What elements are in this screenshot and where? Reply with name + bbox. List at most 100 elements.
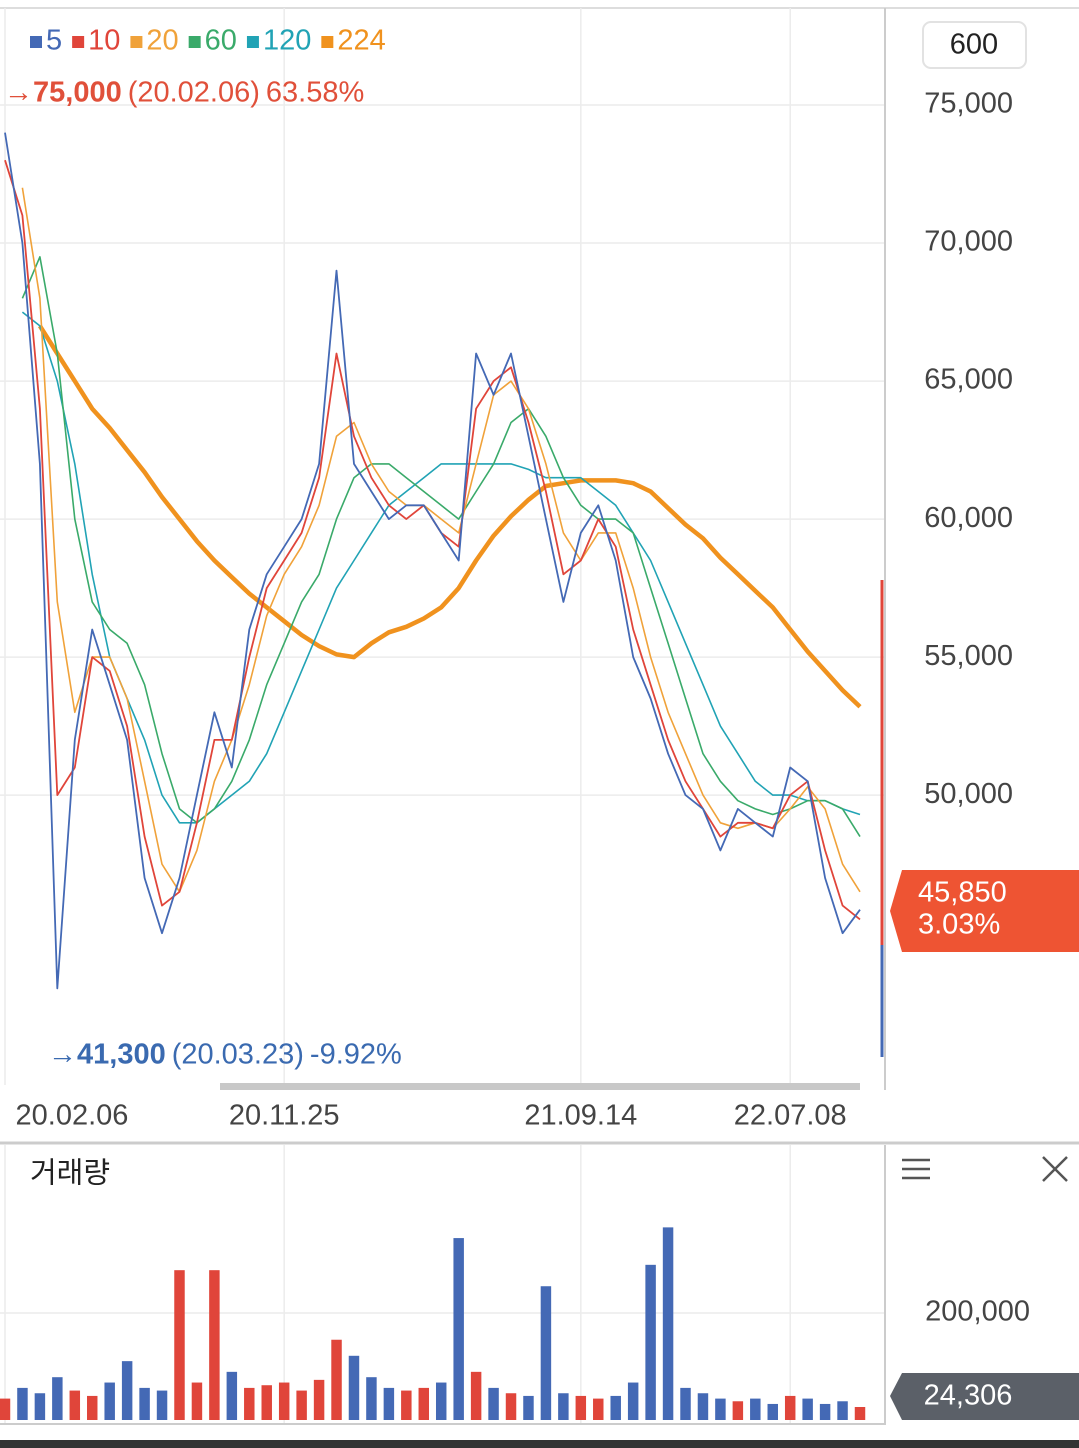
volume-bar xyxy=(139,1387,150,1420)
x-tick-label: 22.07.08 xyxy=(734,1100,847,1132)
ma-line xyxy=(21,256,861,838)
volume-bar xyxy=(680,1387,691,1420)
volume-title: 거래량 xyxy=(30,1158,110,1190)
scrollbar[interactable] xyxy=(220,1083,860,1090)
x-tick-label: 21.09.14 xyxy=(524,1100,637,1132)
volume-bar xyxy=(627,1382,639,1420)
volume-bar xyxy=(453,1238,464,1420)
y-tick-label: 65,000 xyxy=(924,364,1013,396)
legend-label: 60 xyxy=(205,25,237,57)
menu-icon[interactable] xyxy=(902,1158,930,1180)
volume-bar xyxy=(0,1398,11,1420)
legend-label: 120 xyxy=(263,25,311,57)
volume-bar xyxy=(732,1401,744,1420)
x-tick-label: 20.02.06 xyxy=(16,1100,129,1132)
volume-bar xyxy=(505,1393,517,1420)
legend-label: 10 xyxy=(88,25,120,57)
period-button[interactable] xyxy=(922,21,1027,69)
close-line xyxy=(1042,1156,1068,1182)
volume-bar xyxy=(366,1377,377,1420)
volume-bar xyxy=(488,1387,499,1420)
volume-bar xyxy=(558,1393,569,1420)
volume-bar xyxy=(645,1264,656,1420)
volume-bar xyxy=(854,1406,866,1420)
current-price: 45,850 xyxy=(918,877,1007,909)
current-volume: 24,306 xyxy=(924,1380,1013,1412)
volume-bar xyxy=(383,1387,395,1420)
volume-bar xyxy=(575,1395,587,1420)
volume-bar xyxy=(819,1403,831,1420)
extreme-date: (20.02.06) xyxy=(128,77,260,109)
ma-line xyxy=(37,324,862,709)
volume-bar xyxy=(87,1395,98,1420)
volume-bar xyxy=(610,1395,621,1420)
volume-bar xyxy=(191,1382,203,1420)
legend-label: 5 xyxy=(46,25,62,57)
current-price-box xyxy=(890,870,1079,952)
close-icon[interactable] xyxy=(1042,1156,1068,1182)
x-tick-label: 20.11.25 xyxy=(229,1100,340,1132)
volume-bar xyxy=(540,1286,552,1420)
volume-bar xyxy=(470,1371,482,1420)
extreme-change: -9.92% xyxy=(310,1039,402,1071)
grid-layer xyxy=(0,8,885,1424)
date-axis-band xyxy=(0,1090,1079,1145)
legend-swatch xyxy=(72,36,85,48)
legend-label: 224 xyxy=(337,25,385,57)
y-tick-label: 75,000 xyxy=(924,88,1013,120)
volume-bar xyxy=(750,1398,761,1420)
volume-bar xyxy=(715,1398,726,1420)
ma-line xyxy=(21,311,861,824)
period-label[interactable]: 600 xyxy=(950,29,998,61)
volume-bar xyxy=(261,1385,272,1420)
ma-line xyxy=(21,187,861,893)
volume-bar xyxy=(174,1270,185,1420)
volume-bar xyxy=(296,1390,307,1420)
volume-bar xyxy=(209,1270,220,1420)
y-tick-label: 70,000 xyxy=(924,226,1013,258)
volume-bar xyxy=(331,1339,342,1420)
volume-tick-label: 200,000 xyxy=(925,1296,1030,1328)
volume-bar xyxy=(52,1377,63,1420)
legend-swatch xyxy=(30,36,42,48)
volume-bar xyxy=(17,1387,28,1420)
extreme-date: (20.03.23) xyxy=(172,1039,304,1071)
extreme-price: →75,000 xyxy=(4,77,122,109)
current-volume-box xyxy=(890,1373,1079,1420)
volume-bar xyxy=(697,1393,709,1420)
volume-bar xyxy=(104,1382,115,1420)
volume-bar xyxy=(418,1387,430,1420)
volume-bar xyxy=(593,1398,604,1420)
volume-bar xyxy=(278,1382,290,1420)
ma-line xyxy=(4,132,861,990)
volume-bar xyxy=(767,1403,778,1420)
volume-bar xyxy=(244,1387,255,1420)
volume-bar xyxy=(662,1227,674,1420)
volume-bar xyxy=(802,1398,813,1420)
volume-bar xyxy=(523,1395,534,1420)
volume-bar xyxy=(837,1401,848,1420)
volume-bar xyxy=(435,1382,447,1420)
bottom-bar xyxy=(0,1440,1079,1448)
current-change: 3.03% xyxy=(918,909,1000,941)
volume-bar xyxy=(784,1395,796,1420)
y-tick-label: 60,000 xyxy=(924,502,1013,534)
volume-bar xyxy=(348,1355,360,1420)
volume-bar xyxy=(226,1371,238,1420)
extreme-change: 63.58% xyxy=(266,77,364,109)
legend-swatch xyxy=(130,36,143,48)
volume-bar xyxy=(34,1393,46,1420)
legend-swatch xyxy=(246,36,259,48)
volume-bar xyxy=(121,1361,133,1420)
legend-label: 20 xyxy=(146,25,178,57)
volume-bar xyxy=(401,1390,412,1420)
volume-bar xyxy=(69,1390,81,1420)
y-tick-label: 50,000 xyxy=(924,778,1013,810)
legend-swatch xyxy=(188,36,201,48)
legend-swatch xyxy=(321,36,334,48)
y-tick-label: 55,000 xyxy=(924,640,1013,672)
volume-bar xyxy=(313,1379,325,1420)
volume-bar xyxy=(156,1390,168,1420)
